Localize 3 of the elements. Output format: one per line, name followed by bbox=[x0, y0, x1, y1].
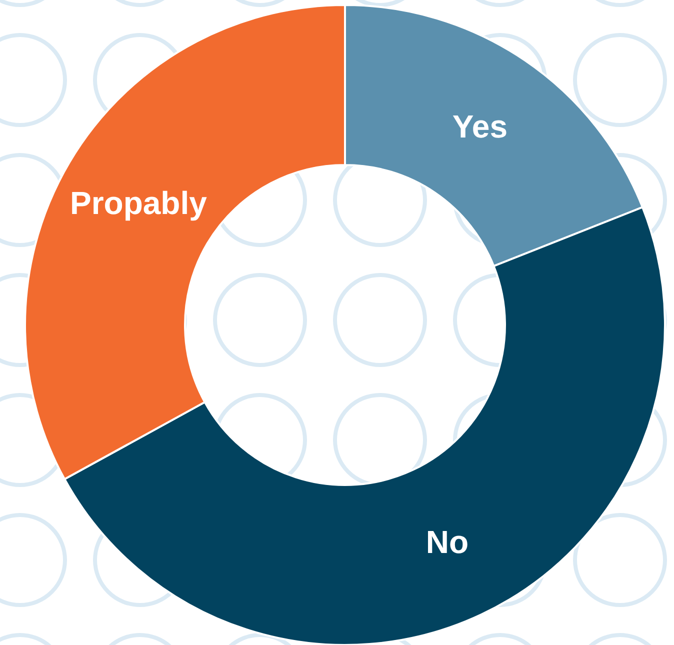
slice-label: Yes bbox=[452, 108, 508, 144]
slice-label: No bbox=[426, 524, 469, 560]
slice-label: Propably bbox=[70, 184, 208, 221]
